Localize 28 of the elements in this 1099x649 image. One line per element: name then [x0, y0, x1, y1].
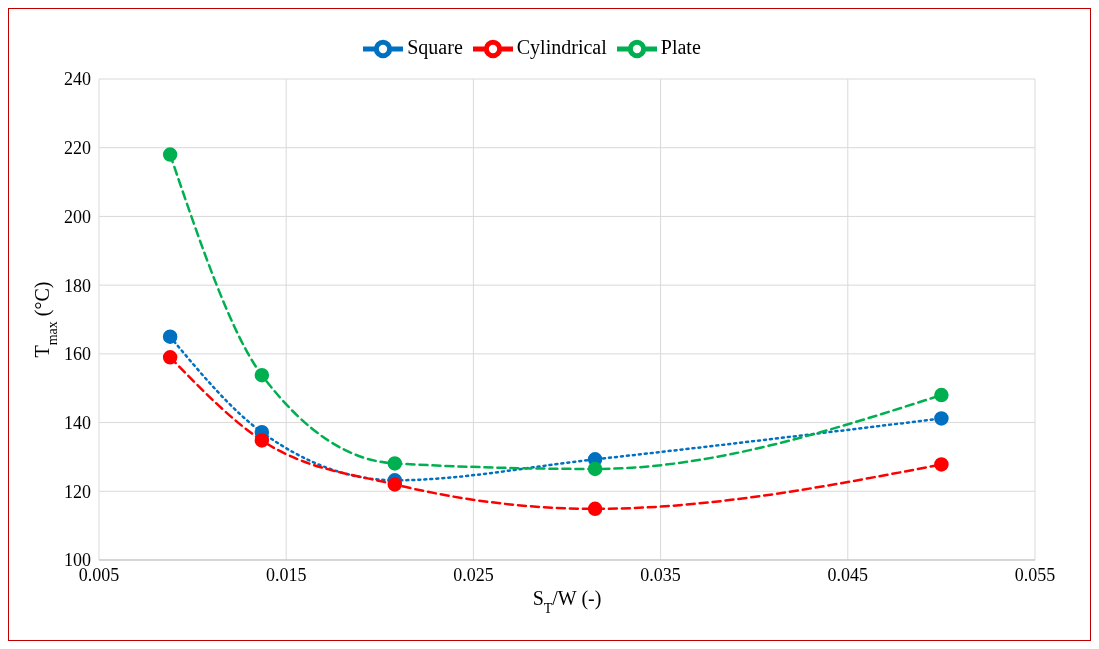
point: [162, 329, 178, 344]
point: [387, 456, 403, 471]
point: [162, 147, 178, 162]
y-tick-label: 240: [64, 69, 91, 90]
legend-label: Plate: [660, 35, 701, 58]
point: [934, 411, 949, 426]
y-tick-label: 120: [64, 481, 91, 502]
y-tick-label: 220: [64, 138, 91, 159]
x-tick-label: 0.045: [827, 564, 869, 585]
y-tick-label: 180: [64, 275, 91, 296]
point: [254, 433, 270, 448]
point: [162, 350, 178, 365]
point: [587, 501, 603, 517]
y-tick-label: 160: [64, 344, 91, 365]
legend-label: Cylindrical: [516, 35, 607, 58]
point: [934, 457, 949, 472]
x-tick-label: 0.025: [453, 564, 494, 585]
y-tick-label: 140: [64, 412, 91, 433]
x-axis-title: S$_{T}$/W (-): [532, 587, 602, 616]
x-tick-label: 0.035: [640, 564, 681, 585]
legend-label: Square: [407, 35, 463, 58]
x-tick-label: 0.055: [1014, 564, 1056, 585]
point: [587, 461, 603, 477]
point: [254, 367, 270, 383]
y-tick-label: 200: [64, 206, 91, 227]
x-tick-label: 0.015: [265, 564, 307, 585]
point: [934, 387, 949, 403]
point: [387, 477, 403, 492]
